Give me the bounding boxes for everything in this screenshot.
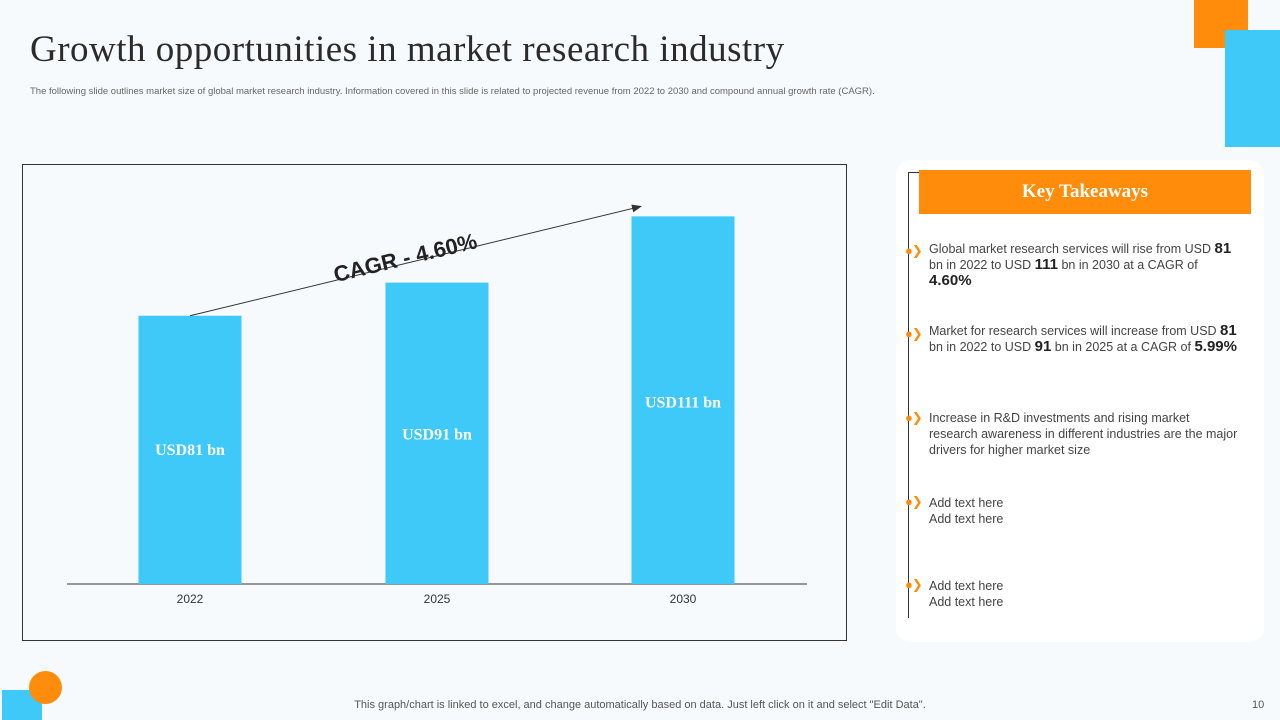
bullet-arrow-icon: ●❯ — [905, 326, 923, 341]
takeaway-value: 111 — [1034, 256, 1058, 273]
key-takeaways-header: Key Takeaways — [919, 170, 1251, 214]
takeaway-item-1: Global market research services will ris… — [929, 241, 1241, 289]
takeaway-text: Market for research services will increa… — [929, 324, 1221, 338]
page-number: 10 — [1252, 699, 1265, 711]
slide-subtitle: The following slide outlines market size… — [30, 86, 875, 97]
bar-chart: USD81 bn USD91 bn USD111 bn 2022 2025 20… — [67, 204, 807, 606]
key-takeaways-card — [896, 160, 1264, 642]
takeaway-value: 81 — [1214, 240, 1232, 257]
takeaway-value: 4.60% — [929, 272, 972, 289]
takeaway-text: bn in 2025 at a CAGR of — [1051, 340, 1195, 354]
takeaway-item-4: Add text here Add text here — [929, 495, 1241, 527]
takeaway-text: Add text here — [929, 496, 1004, 510]
takeaway-item-2: Market for research services will increa… — [929, 323, 1241, 355]
takeaway-text: Global market research services will ris… — [929, 242, 1215, 256]
timeline-line — [908, 172, 909, 618]
bar-2025[interactable] — [385, 282, 489, 584]
data-label-2022: USD81 bn — [155, 442, 225, 459]
data-label-2030: USD111 bn — [645, 395, 721, 412]
bullet-arrow-icon: ●❯ — [905, 410, 923, 425]
bullet-arrow-icon: ●❯ — [905, 494, 923, 509]
takeaway-item-5: Add text here Add text here — [929, 578, 1241, 610]
takeaway-text: bn in 2030 at a CAGR of — [1058, 258, 1198, 272]
decorative-orange-circle — [29, 671, 62, 704]
bullet-arrow-icon: ●❯ — [905, 577, 923, 592]
takeaway-value: 91 — [1034, 338, 1052, 355]
cagr-arrow — [189, 204, 642, 317]
takeaway-value: 5.99% — [1194, 338, 1237, 355]
bullet-arrow-icon: ●❯ — [905, 243, 923, 258]
takeaway-text: Add text here — [929, 595, 1004, 609]
decorative-blue-rectangle — [1225, 30, 1280, 147]
takeaway-text: Add text here — [929, 512, 1004, 526]
footer-note: This graph/chart is linked to excel, and… — [354, 699, 926, 711]
page-title: Growth opportunities in market research … — [30, 29, 785, 70]
bar-2022[interactable] — [138, 315, 242, 584]
bar-2030[interactable] — [631, 216, 735, 585]
takeaway-text: bn in 2022 to USD — [929, 340, 1035, 354]
x-tick-2022: 2022 — [177, 592, 204, 606]
x-tick-2030: 2030 — [670, 592, 697, 606]
takeaway-text: Add text here — [929, 579, 1004, 593]
takeaway-item-3: Increase in R&D investments and rising m… — [929, 411, 1238, 457]
takeaway-text: bn in 2022 to USD — [929, 258, 1035, 272]
chart-container[interactable]: USD81 bn USD91 bn USD111 bn 2022 2025 20… — [22, 164, 847, 641]
cagr-annotation: CAGR - 4.60% — [331, 228, 479, 287]
data-label-2025: USD91 bn — [402, 426, 472, 443]
takeaway-value: 81 — [1220, 322, 1237, 339]
x-tick-2025: 2025 — [424, 592, 451, 606]
